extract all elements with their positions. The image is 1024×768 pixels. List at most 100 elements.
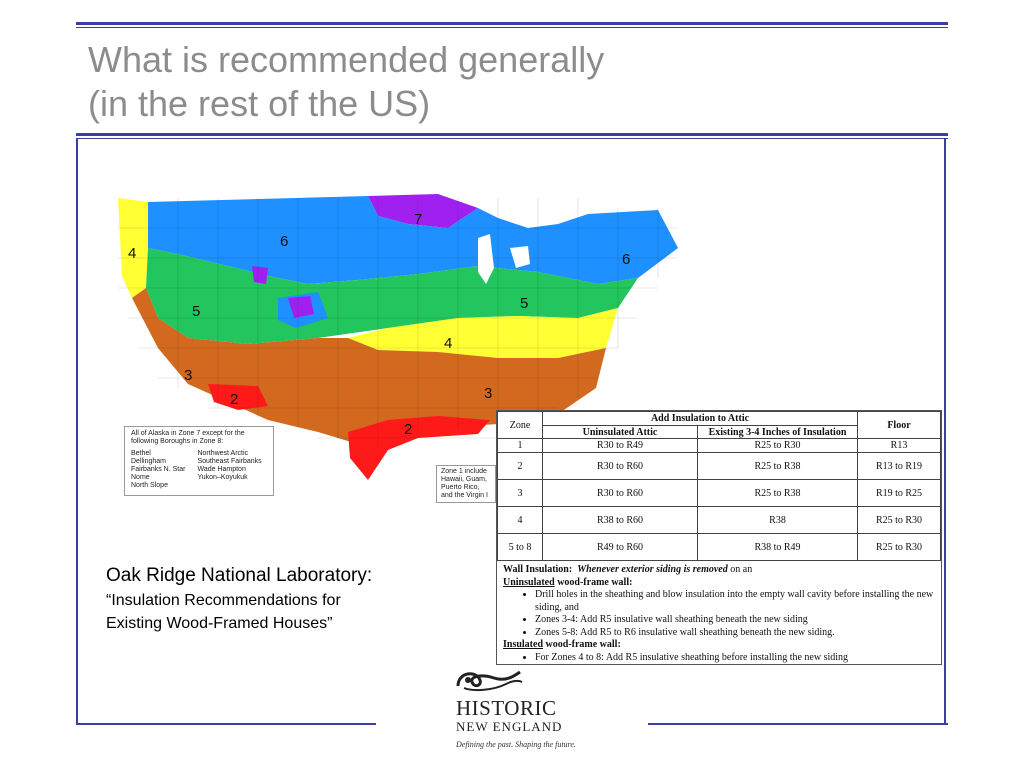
zone1-note-line: Hawaii, Guam, (441, 476, 487, 483)
uninsulated-bullets: Drill holes in the sheathing and blow in… (503, 589, 935, 639)
top-rule (76, 22, 948, 25)
cell-existing: R38 (697, 506, 858, 534)
borough: Yukon–Koyukuk (197, 474, 248, 481)
zone-label: 7 (414, 211, 422, 228)
zone4-nw-region (118, 198, 148, 298)
borough: Fairbanks N. Star (131, 466, 186, 473)
frame-bottom-left (76, 723, 376, 725)
zone-label: 4 (128, 245, 136, 262)
zone-label: 2 (404, 421, 412, 438)
table-row: 4 R38 to R60 R38 R25 to R30 (497, 506, 941, 534)
table-row: 2 R30 to R60 R25 to R38 R13 to R19 (497, 452, 941, 480)
cell-floor: R13 (857, 438, 941, 453)
zone-label: 5 (520, 295, 528, 312)
cell-floor: R19 to R25 (857, 479, 941, 507)
uninsulated-wall-heading: Uninsulated wood-frame wall: (503, 577, 935, 590)
insulated-bullets: For Zones 4 to 8: Add R5 insulative shea… (503, 652, 935, 665)
table-row: 5 to 8 R49 to R60 R38 to R49 R25 to R30 (497, 533, 941, 561)
cell-zone: 3 (497, 479, 543, 507)
citation: Oak Ridge National Laboratory: “Insulati… (106, 564, 446, 634)
logo-tagline: Defining the past. Shaping the future. (456, 740, 576, 749)
slide-title-line1: What is recommended generally (88, 39, 605, 80)
recommendation-panel: Zone Add Insulation to Attic Floor Unins… (496, 410, 942, 665)
cell-floor: R13 to R19 (857, 452, 941, 480)
table-row: 1 R30 to R49 R25 to R30 R13 (497, 438, 941, 453)
zone-header: Zone (497, 411, 543, 439)
insulated-rest: wood-frame wall: (543, 639, 621, 650)
zone-label: 4 (444, 335, 452, 352)
cell-existing: R25 to R38 (697, 452, 858, 480)
attic-header: Add Insulation to Attic (542, 411, 858, 426)
historic-new-england-logo: HISTORIC NEW ENGLAND Defining the past. … (446, 664, 586, 754)
zone1-note: Zone 1 include Hawaii, Guam, Puerto Rico… (436, 465, 496, 503)
zone1-note-line: and the Virgin I (441, 492, 488, 499)
floor-header: Floor (857, 411, 941, 439)
cell-existing: R25 to R38 (697, 479, 858, 507)
uninsulated-word: Uninsulated (503, 576, 555, 588)
zone5-region (146, 248, 638, 344)
title-rule-thin (76, 138, 948, 139)
cell-zone: 4 (497, 506, 543, 534)
title-rule (76, 133, 948, 136)
zone1-note-line: Puerto Rico, (441, 484, 480, 491)
zone2-west-region (208, 384, 268, 410)
cell-uninsulated: R30 to R49 (542, 438, 698, 453)
cell-zone: 2 (497, 452, 543, 480)
alaska-note: All of Alaska in Zone 7 except for the f… (124, 426, 274, 496)
wall-label: Wall Insulation: (503, 564, 573, 575)
zone7-mountain-region (288, 296, 314, 318)
scroll-ornament-icon (456, 670, 523, 692)
insulation-table: Zone Add Insulation to Attic Floor Unins… (497, 411, 941, 561)
cell-existing: R38 to R49 (697, 533, 858, 561)
cell-zone: 5 to 8 (497, 533, 543, 561)
wall-heading: Wall Insulation: Whenever exterior sidin… (503, 564, 935, 577)
zone4-region (348, 308, 618, 358)
zone1-note-line: Zone 1 include (441, 468, 487, 475)
insulated-wall-heading: Insulated wood-frame wall: (503, 639, 935, 652)
county-lines (118, 198, 678, 448)
zone7-wy-region (252, 266, 268, 284)
climate-zone-map: 7 6 6 4 5 5 4 3 3 2 2 (118, 194, 678, 480)
citation-heading: Oak Ridge National Laboratory: (106, 565, 373, 586)
wall-condition-tail: on an (727, 564, 753, 575)
wall-insulation-notes: Wall Insulation: Whenever exterior sidin… (497, 561, 941, 664)
cell-uninsulated: R30 to R60 (542, 452, 698, 480)
borough: Bethel (131, 450, 151, 457)
zone-label-group: 7 6 6 4 5 5 4 3 3 2 2 (128, 211, 630, 438)
table-row: 3 R30 to R60 R25 to R38 R19 to R25 (497, 479, 941, 507)
citation-line2: Existing Wood-Framed Houses” (106, 615, 333, 632)
cell-existing: R25 to R30 (697, 438, 858, 453)
cell-uninsulated: R30 to R60 (542, 479, 698, 507)
list-item: For Zones 4 to 8: Add R5 insulative shea… (535, 652, 935, 665)
frame-bottom-right (648, 723, 948, 725)
cell-uninsulated: R49 to R60 (542, 533, 698, 561)
zone6-region (148, 196, 678, 284)
cell-floor: R25 to R30 (857, 506, 941, 534)
borough: Wade Hampton (197, 466, 246, 473)
zone3-region (132, 288, 606, 450)
alaska-note-intro: All of Alaska in Zone 7 except for the f… (131, 430, 245, 445)
cell-zone: 1 (497, 438, 543, 453)
alaska-boroughs-col2: Northwest Arctic Southeast Fairbanks Wad… (197, 450, 261, 490)
great-lakes (478, 234, 530, 284)
list-item: Zones 3-4: Add R5 insulative wall sheath… (535, 614, 935, 627)
borough: Dellingham (131, 458, 167, 465)
top-rule-thin (76, 27, 948, 28)
insulated-word: Insulated (503, 639, 544, 650)
slide-title-line2: (in the rest of the US) (88, 83, 431, 124)
zone-label: 6 (280, 233, 288, 250)
logo-line2: NEW ENGLAND (456, 719, 563, 734)
zone-label: 2 (230, 391, 238, 408)
borough: North Slope (131, 482, 168, 489)
slide-title: What is recommended generally (in the re… (88, 38, 948, 126)
citation-line1: “Insulation Recommendations for (106, 592, 341, 609)
uninsulated-rest: wood-frame wall: (554, 576, 633, 588)
zone7-region (368, 194, 478, 228)
alaska-boroughs-col1: Bethel Dellingham Fairbanks N. Star Nome… (131, 450, 185, 490)
content-frame (76, 138, 946, 724)
borough: Nome (131, 474, 150, 481)
cell-floor: R25 to R30 (857, 533, 941, 561)
zone-label: 3 (484, 385, 492, 402)
zone-label: 5 (192, 303, 200, 320)
list-item: Zones 5-8: Add R5 to R6 insulative wall … (535, 627, 935, 640)
